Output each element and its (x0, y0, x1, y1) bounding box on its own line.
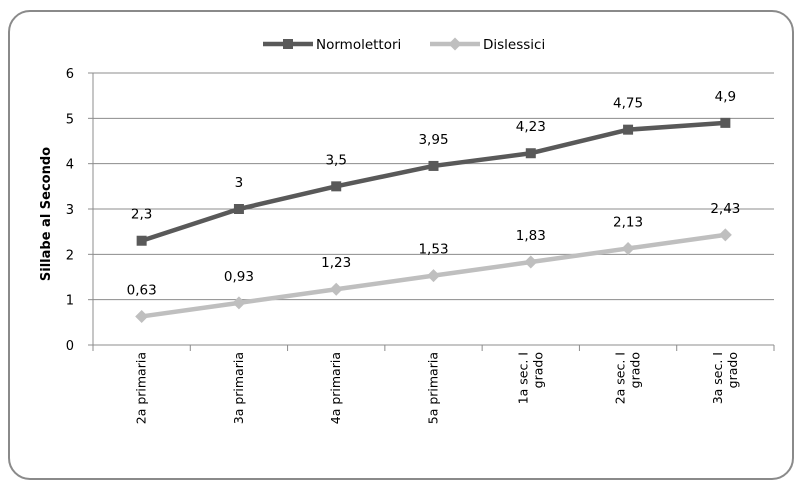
x-category-label: 3a primaria (231, 352, 246, 424)
y-tick-label: 4 (66, 158, 74, 173)
data-point (621, 241, 635, 255)
data-label: 4,75 (613, 96, 643, 112)
data-point (718, 228, 732, 242)
data-point (524, 255, 538, 269)
x-category-label: 2a sec. I (613, 352, 628, 404)
series-group: 2,3 3 3,5 3,95 4,23 4,75 4,9 0,63 0,93 1,23 1,53 1,… (127, 89, 740, 323)
data-point (233, 204, 244, 214)
series-dislessici: 0,63 0,93 1,23 1,53 1,83 2,13 2,43 (127, 201, 740, 323)
data-point (329, 282, 343, 296)
y-tick-label: 5 (66, 112, 74, 127)
data-label: 2,13 (613, 214, 643, 230)
gridlines (93, 72, 774, 301)
data-label: 1,83 (516, 228, 546, 244)
y-tick-label: 3 (66, 203, 74, 218)
legend-label: Dislessici (483, 37, 545, 53)
data-point (232, 296, 246, 310)
data-point (525, 148, 536, 159)
y-axis-ticks: 0 1 2 3 4 5 6 (66, 67, 74, 354)
x-category-label: grado (530, 352, 545, 388)
data-label: 3 (235, 175, 244, 191)
legend-label: Normolettori (316, 37, 401, 53)
data-label: 0,93 (224, 269, 254, 285)
data-point (428, 160, 439, 171)
data-point (427, 269, 440, 283)
data-label: 2,43 (710, 201, 740, 217)
line-chart: Normolettori Dislessici 0 1 2 3 4 5 6 2a primar… (39, 37, 775, 424)
data-label: 1,23 (321, 255, 351, 271)
x-axis-categories: 2a primaria 3a primaria 4a primaria 5a prim… (134, 352, 740, 424)
legend: Normolettori Dislessici (263, 37, 545, 53)
x-category-label: 2a primaria (134, 352, 149, 424)
series-normolettori: 2,3 3 3,5 3,95 4,23 4,75 4,9 (131, 89, 736, 246)
data-label: 2,3 (131, 207, 152, 223)
data-point (135, 309, 149, 323)
legend-item: Dislessici (430, 37, 545, 53)
x-category-label: 1a sec. I (515, 352, 530, 404)
data-label: 1,53 (418, 242, 448, 258)
legend-marker (283, 39, 293, 49)
x-category-label: 5a primaria (426, 352, 441, 424)
x-category-label: grado (725, 352, 740, 388)
data-label: 4,23 (516, 119, 546, 135)
y-tick-label: 0 (66, 339, 74, 354)
y-axis-title: Sillabe al Secondo (39, 147, 54, 281)
data-label: 3,95 (418, 132, 448, 148)
data-point (623, 124, 634, 135)
data-point (720, 117, 731, 128)
legend-item: Normolettori (263, 37, 401, 53)
x-category-label: grado (628, 352, 643, 388)
axes (88, 72, 775, 351)
y-tick-label: 6 (66, 67, 74, 82)
y-tick-label: 2 (66, 248, 74, 263)
y-tick-label: 1 (66, 294, 74, 309)
legend-marker (448, 37, 462, 51)
data-point (136, 235, 147, 246)
data-label: 4,9 (715, 89, 736, 105)
data-point (331, 181, 342, 192)
data-label: 3,5 (325, 152, 346, 168)
x-category-label: 4a primaria (328, 352, 343, 424)
data-label: 0,63 (127, 282, 157, 298)
x-category-label: 3a sec. I (710, 352, 725, 404)
